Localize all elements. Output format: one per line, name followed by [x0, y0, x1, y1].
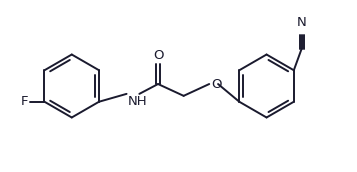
- Text: NH: NH: [127, 95, 147, 108]
- Text: O: O: [153, 49, 163, 62]
- Text: F: F: [20, 95, 28, 108]
- Text: N: N: [297, 16, 307, 29]
- Text: O: O: [211, 78, 222, 90]
